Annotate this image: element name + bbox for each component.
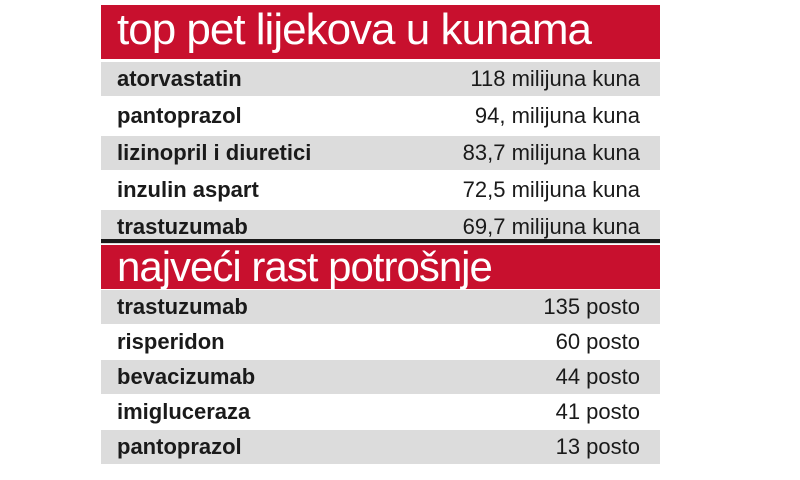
table-row: inzulin aspart 72,5 milijuna kuna [101, 173, 660, 207]
growth-value: 13 posto [555, 434, 640, 459]
drug-name: lizinopril i diuretici [117, 140, 312, 165]
drug-name: inzulin aspart [117, 177, 259, 202]
top-drugs-table: top pet lijekova u kunama atorvastatin 1… [101, 5, 660, 244]
top-drugs-title: top pet lijekova u kunama [101, 5, 660, 59]
drug-name: bevacizumab [117, 364, 256, 389]
drug-name: imigluceraza [117, 399, 251, 424]
drug-name: pantoprazol [117, 434, 242, 459]
drug-value: 69,7 milijuna kuna [462, 214, 640, 239]
table-row: lizinopril i diuretici 83,7 milijuna kun… [101, 136, 660, 170]
growth-value: 135 posto [543, 294, 640, 319]
table-row: trastuzumab 135 posto [101, 290, 660, 324]
growth-title: najveći rast potrošnje [101, 245, 660, 289]
drug-value: 83,7 milijuna kuna [462, 140, 640, 165]
drug-name: pantoprazol [117, 103, 242, 128]
drug-value: 118 milijuna kuna [470, 66, 640, 91]
table-row: pantoprazol 94, milijuna kuna [101, 99, 660, 133]
drug-name: atorvastatin [117, 66, 242, 91]
drug-value: 94, milijuna kuna [474, 103, 640, 128]
table-row: risperidon 60 posto [101, 325, 660, 359]
table-row: bevacizumab 44 posto [101, 360, 660, 394]
growth-value: 60 posto [555, 329, 640, 354]
section-divider [101, 239, 660, 243]
drug-name: risperidon [117, 329, 225, 354]
drug-name: trastuzumab [117, 214, 248, 239]
drug-value: 72,5 milijuna kuna [462, 177, 640, 202]
drug-name: trastuzumab [117, 294, 248, 319]
table-row: atorvastatin 118 milijuna kuna [101, 62, 660, 96]
table-row: pantoprazol 13 posto [101, 430, 660, 464]
growth-table: najveći rast potrošnje trastuzumab 135 p… [101, 245, 660, 464]
growth-value: 41 posto [555, 399, 640, 424]
growth-value: 44 posto [555, 364, 640, 389]
table-row: trastuzumab 69,7 milijuna kuna [101, 210, 660, 244]
table-row: imigluceraza 41 posto [101, 395, 660, 429]
